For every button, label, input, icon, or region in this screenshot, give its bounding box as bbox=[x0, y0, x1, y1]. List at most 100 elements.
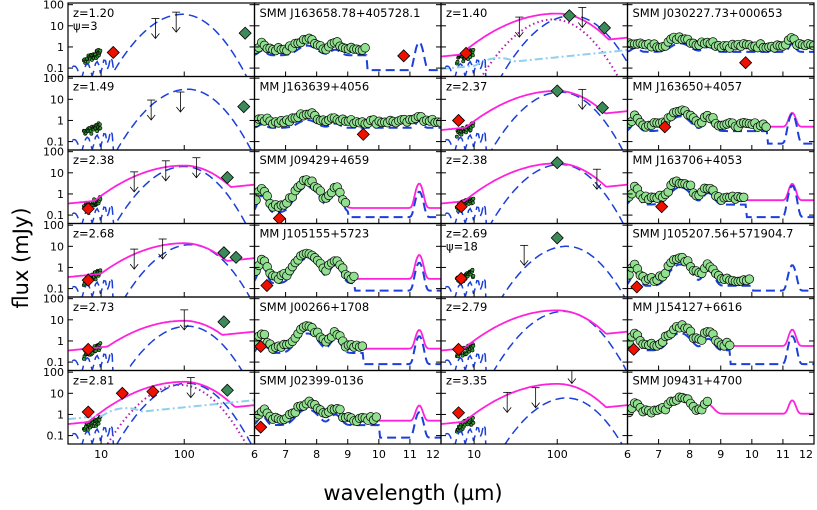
red-photometry-point bbox=[459, 46, 473, 60]
panel-plot-area bbox=[254, 396, 441, 439]
irs-spectrum-point bbox=[371, 412, 381, 422]
irs-points bbox=[81, 121, 103, 136]
irs-point bbox=[470, 267, 475, 272]
agn-template-line bbox=[71, 88, 252, 150]
y-tick-label: 10 bbox=[50, 387, 64, 400]
starburst-template-line bbox=[441, 12, 628, 58]
panel-1-2: SMM J163658.78+405728.1 bbox=[253, 2, 442, 78]
red-photometry-point bbox=[655, 200, 669, 214]
submm-point bbox=[550, 231, 564, 245]
irs-point bbox=[89, 131, 94, 136]
irs-spectrum-point bbox=[259, 329, 270, 340]
panel-label: SMM J09431+4700 bbox=[633, 374, 743, 388]
upper-limit-arrow bbox=[502, 391, 512, 414]
red-photometry-point bbox=[451, 406, 466, 420]
submm-point bbox=[597, 21, 612, 35]
panel-label: z=1.20 bbox=[73, 6, 114, 20]
red-photometry-point bbox=[81, 405, 95, 419]
upper-limit-arrow bbox=[158, 238, 167, 260]
irs-point bbox=[471, 48, 476, 52]
x-tick-label: 10 bbox=[467, 448, 481, 461]
upper-limit-arrow bbox=[129, 171, 139, 193]
panel-plot-area bbox=[627, 320, 814, 366]
panel-label: z=2.73 bbox=[73, 300, 114, 314]
red-photometry-point bbox=[272, 211, 286, 224]
upper-limit-arrow bbox=[531, 387, 540, 409]
irs-spectrum-point bbox=[739, 192, 749, 202]
irs-spectrum-point bbox=[744, 274, 754, 284]
x-tick-label: 7 bbox=[282, 448, 289, 461]
y-tick-label: 1 bbox=[57, 408, 64, 421]
upper-limit-arrow bbox=[161, 160, 171, 182]
irs-spectrum bbox=[627, 105, 771, 132]
irs-spectrum-point bbox=[360, 43, 370, 53]
irs-spectrum-point bbox=[685, 180, 696, 190]
irs-spectrum bbox=[254, 396, 381, 426]
submm-point bbox=[220, 383, 234, 397]
irs-point bbox=[96, 421, 101, 426]
starburst-template-line bbox=[441, 309, 628, 352]
agn-template-line bbox=[627, 113, 814, 145]
x-tick-label: 12 bbox=[799, 448, 813, 461]
red-photometry-point bbox=[658, 120, 672, 134]
irs-point bbox=[98, 341, 103, 346]
irs-spectrum bbox=[627, 392, 713, 418]
x-tick-label: 8 bbox=[313, 448, 320, 461]
x-tick-label: 8 bbox=[686, 448, 693, 461]
panel-4-1: 0.1 1 10 100 z=2.68 bbox=[43, 219, 256, 298]
panel-1-4: SMM J030227.73+000653 bbox=[626, 2, 815, 78]
panel-5-4: MM J154127+6616 bbox=[626, 296, 815, 372]
panel-label: SMM J163658.78+405728.1 bbox=[260, 6, 421, 20]
irs-spectrum bbox=[627, 32, 814, 53]
y-tick-label: 0.1 bbox=[47, 209, 65, 222]
irs-spectrum-point bbox=[357, 341, 368, 351]
panel-label: SMM J030227.73+000653 bbox=[633, 6, 783, 20]
starburst-template-line bbox=[68, 164, 255, 205]
upper-limit-arrow bbox=[567, 370, 577, 385]
irs-spectrum bbox=[627, 252, 754, 287]
panel-plot-area bbox=[627, 176, 814, 219]
panel-6-3: 10 100 z=3.35 bbox=[440, 369, 629, 461]
panel-5-1: 0.1 1 10 100 z=2.73 bbox=[43, 293, 256, 372]
irs-spectrum-point bbox=[809, 41, 814, 51]
x-tick-label: 11 bbox=[403, 448, 417, 461]
panel-label: z=2.37 bbox=[446, 80, 487, 94]
y-tick-label: 100 bbox=[43, 146, 64, 159]
panel-label: z=3.35 bbox=[446, 374, 487, 388]
irs-point bbox=[98, 126, 103, 131]
submm-point bbox=[217, 315, 231, 329]
panel-plot-area bbox=[68, 238, 255, 297]
y-tick-label: 100 bbox=[43, 0, 64, 12]
panel-plot-area bbox=[68, 377, 255, 444]
starburst-template-line bbox=[441, 162, 628, 205]
agn-template-line bbox=[254, 119, 441, 129]
irs-points bbox=[81, 48, 103, 65]
red-photometry-point bbox=[254, 420, 268, 434]
panel-3-3: z=2.38 bbox=[440, 149, 629, 225]
red-photometry-point bbox=[81, 273, 95, 287]
irs-spectrum bbox=[254, 321, 368, 354]
agn-template-line bbox=[254, 186, 441, 219]
agn-template-line bbox=[444, 163, 625, 224]
irs-spectrum-point bbox=[254, 195, 261, 205]
irs-point bbox=[471, 343, 476, 348]
panel-label: MM J154127+6616 bbox=[633, 300, 743, 314]
upper-limit-arrow bbox=[592, 168, 602, 190]
y-tick-label: 10 bbox=[50, 167, 64, 180]
y-tick-label: 10 bbox=[50, 240, 64, 253]
agn-template-line bbox=[444, 91, 624, 150]
y-tick-label: 0.1 bbox=[47, 356, 65, 369]
submm-point bbox=[229, 250, 243, 264]
red-photometry-point bbox=[146, 385, 160, 399]
irs-point bbox=[470, 348, 475, 353]
panel-plot-area bbox=[441, 370, 628, 444]
starburst-template-line bbox=[68, 319, 255, 352]
panel-sublabel: ψ=3 bbox=[73, 19, 98, 33]
y-tick-label: 0.1 bbox=[47, 283, 65, 296]
y-tick-label: 0.1 bbox=[47, 136, 65, 149]
panel-label: z=1.49 bbox=[73, 80, 114, 94]
submm-point bbox=[238, 26, 252, 40]
upper-limit-arrow bbox=[151, 18, 160, 40]
red-photometry-point bbox=[630, 280, 644, 294]
panel-plot-area bbox=[441, 84, 628, 150]
